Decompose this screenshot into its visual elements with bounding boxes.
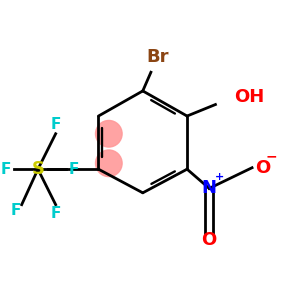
Text: O: O [202,231,217,249]
Text: OH: OH [234,88,265,106]
Circle shape [95,121,122,147]
Circle shape [95,150,122,177]
Text: F: F [50,117,61,132]
Text: F: F [50,206,61,221]
Text: −: − [266,149,277,163]
Text: F: F [11,203,21,218]
Text: O: O [255,159,270,177]
Text: Br: Br [146,48,169,66]
Text: F: F [0,162,11,177]
Text: N: N [202,179,217,197]
Text: F: F [68,162,79,177]
Text: S: S [32,160,44,178]
Text: +: + [215,172,224,182]
